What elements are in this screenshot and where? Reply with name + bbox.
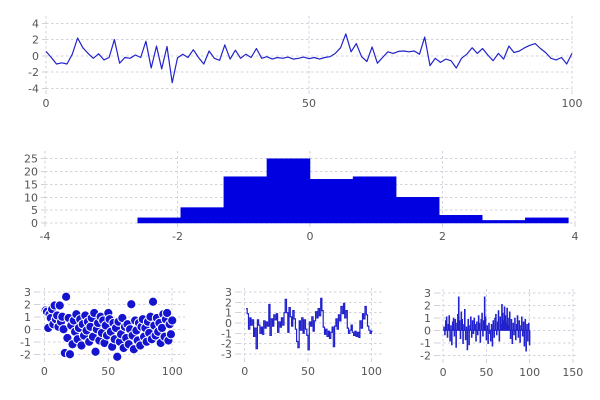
svg-text:5: 5 xyxy=(31,204,38,217)
svg-text:0: 0 xyxy=(225,317,232,330)
svg-text:10: 10 xyxy=(24,191,38,204)
svg-text:50: 50 xyxy=(101,365,115,378)
svg-text:150: 150 xyxy=(562,366,583,379)
svg-text:1: 1 xyxy=(424,312,431,325)
svg-text:0: 0 xyxy=(440,366,447,379)
svg-text:50: 50 xyxy=(479,366,493,379)
svg-text:0: 0 xyxy=(24,323,31,336)
svg-text:100: 100 xyxy=(162,365,183,378)
svg-text:0: 0 xyxy=(32,50,39,63)
svg-text:20: 20 xyxy=(24,166,38,179)
svg-text:-2: -2 xyxy=(172,230,183,243)
svg-text:-1: -1 xyxy=(20,336,31,349)
svg-text:100: 100 xyxy=(562,97,583,110)
svg-text:-2: -2 xyxy=(221,338,232,351)
svg-text:2: 2 xyxy=(424,299,431,312)
svg-text:3: 3 xyxy=(424,287,431,300)
svg-text:-2: -2 xyxy=(28,66,39,79)
svg-text:2: 2 xyxy=(24,298,31,311)
svg-text:-3: -3 xyxy=(221,348,232,361)
svg-text:0: 0 xyxy=(43,97,50,110)
svg-text:100: 100 xyxy=(519,366,540,379)
svg-text:3: 3 xyxy=(225,286,232,299)
svg-text:0: 0 xyxy=(241,365,248,378)
svg-text:50: 50 xyxy=(301,365,315,378)
svg-text:-4: -4 xyxy=(28,82,39,95)
svg-text:-2: -2 xyxy=(420,349,431,362)
svg-text:4: 4 xyxy=(32,17,39,30)
svg-text:15: 15 xyxy=(24,178,38,191)
svg-text:2: 2 xyxy=(439,230,446,243)
svg-text:2: 2 xyxy=(32,34,39,47)
svg-text:1: 1 xyxy=(225,307,232,320)
svg-text:-4: -4 xyxy=(40,230,51,243)
svg-text:-2: -2 xyxy=(20,348,31,361)
svg-text:0: 0 xyxy=(41,365,48,378)
svg-text:-1: -1 xyxy=(221,327,232,340)
svg-text:1: 1 xyxy=(24,311,31,324)
svg-text:50: 50 xyxy=(302,97,316,110)
svg-text:3: 3 xyxy=(24,286,31,299)
svg-text:25: 25 xyxy=(24,153,38,166)
svg-text:0: 0 xyxy=(31,217,38,230)
svg-text:0: 0 xyxy=(424,324,431,337)
svg-text:4: 4 xyxy=(572,230,579,243)
svg-text:100: 100 xyxy=(361,365,382,378)
svg-text:0: 0 xyxy=(307,230,314,243)
svg-text:-1: -1 xyxy=(420,337,431,350)
svg-text:2: 2 xyxy=(225,296,232,309)
